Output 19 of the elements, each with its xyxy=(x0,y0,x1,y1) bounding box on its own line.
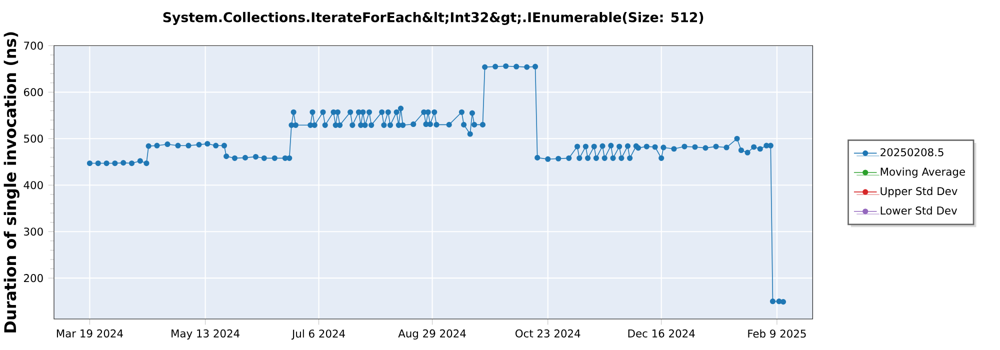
y-tick-label: 500 xyxy=(24,134,43,143)
legend-label: Lower Std Dev xyxy=(880,206,958,215)
y-tick-label: 300 xyxy=(24,228,43,236)
legend-label: Upper Std Dev xyxy=(880,186,958,198)
chart-title: System.Collections.IterateForEach&lt;Int32&gt;.IEnumerable(Size: 512) xyxy=(163,12,704,25)
x-tick-label: Feb 9 2025 xyxy=(748,329,806,338)
legend-label: Moving Average xyxy=(880,167,965,178)
x-tick-label: May 13 2024 xyxy=(172,329,240,340)
x-tick-label: Aug 29 2024 xyxy=(398,329,466,340)
x-tick-label: Dec 16 2024 xyxy=(628,329,695,338)
x-tick-label: Mar 19 2024 xyxy=(56,329,123,338)
x-tick-label: Oct 23 2024 xyxy=(516,329,580,338)
x-tick-label: Jul 6 2024 xyxy=(291,329,345,340)
y-tick-label: 600 xyxy=(24,88,43,96)
y-tick-label: 400 xyxy=(24,181,43,190)
legend-label: 20250208.5 xyxy=(880,148,944,156)
y-tick-label: 700 xyxy=(24,42,43,50)
y-tick-label: 200 xyxy=(24,274,43,282)
y-axis-title: Duration of single invocation (ns) xyxy=(4,32,20,332)
